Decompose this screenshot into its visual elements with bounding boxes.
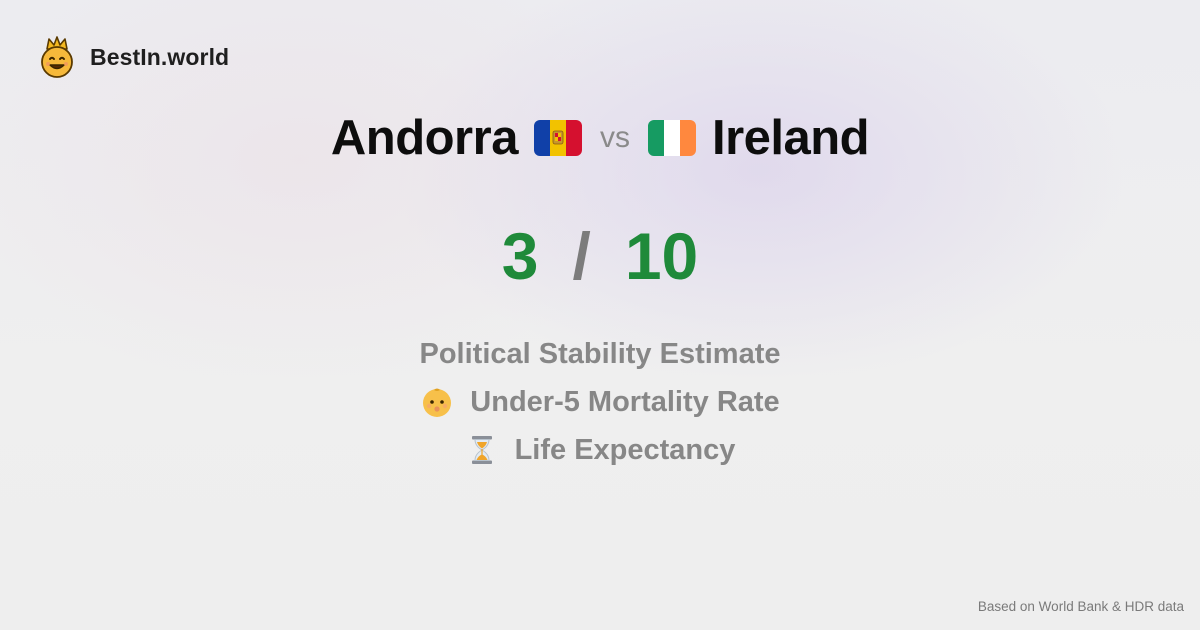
- country-b-name[interactable]: Ireland: [711, 111, 870, 165]
- metric-political-stability[interactable]: Political Stability Estimate: [420, 338, 781, 370]
- data-source-note: Based on World Bank & HDR data: [977, 599, 1184, 614]
- hourglass-icon: [471, 436, 492, 464]
- ireland-flag-icon: [647, 120, 696, 156]
- baby-face-icon: [423, 388, 452, 417]
- metric-life-expectancy[interactable]: Life Expectancy: [465, 433, 736, 466]
- metric-label: Life Expectancy: [514, 433, 736, 466]
- metric-label: Political Stability Estimate: [419, 337, 781, 370]
- brand-logo[interactable]: BestIn.world: [38, 36, 229, 78]
- metric-list: Political Stability Estimate Under-5 Mor…: [0, 338, 1200, 466]
- vs-separator: vs: [599, 121, 630, 154]
- score-b: 10: [624, 219, 699, 293]
- brand-name: BestIn.world: [90, 43, 230, 70]
- score-a: 3: [501, 219, 539, 293]
- score-display: 3 / 10: [0, 218, 1200, 294]
- score-separator: /: [572, 219, 591, 293]
- country-a-name[interactable]: Andorra: [330, 111, 519, 165]
- metric-under5-mortality[interactable]: Under-5 Mortality Rate: [420, 385, 780, 418]
- comparison-title: Andorra vs Ireland: [0, 110, 1200, 166]
- metric-label: Under-5 Mortality Rate: [470, 385, 780, 418]
- andorra-flag-icon: [533, 120, 582, 156]
- crowned-smiley-icon: [41, 36, 73, 78]
